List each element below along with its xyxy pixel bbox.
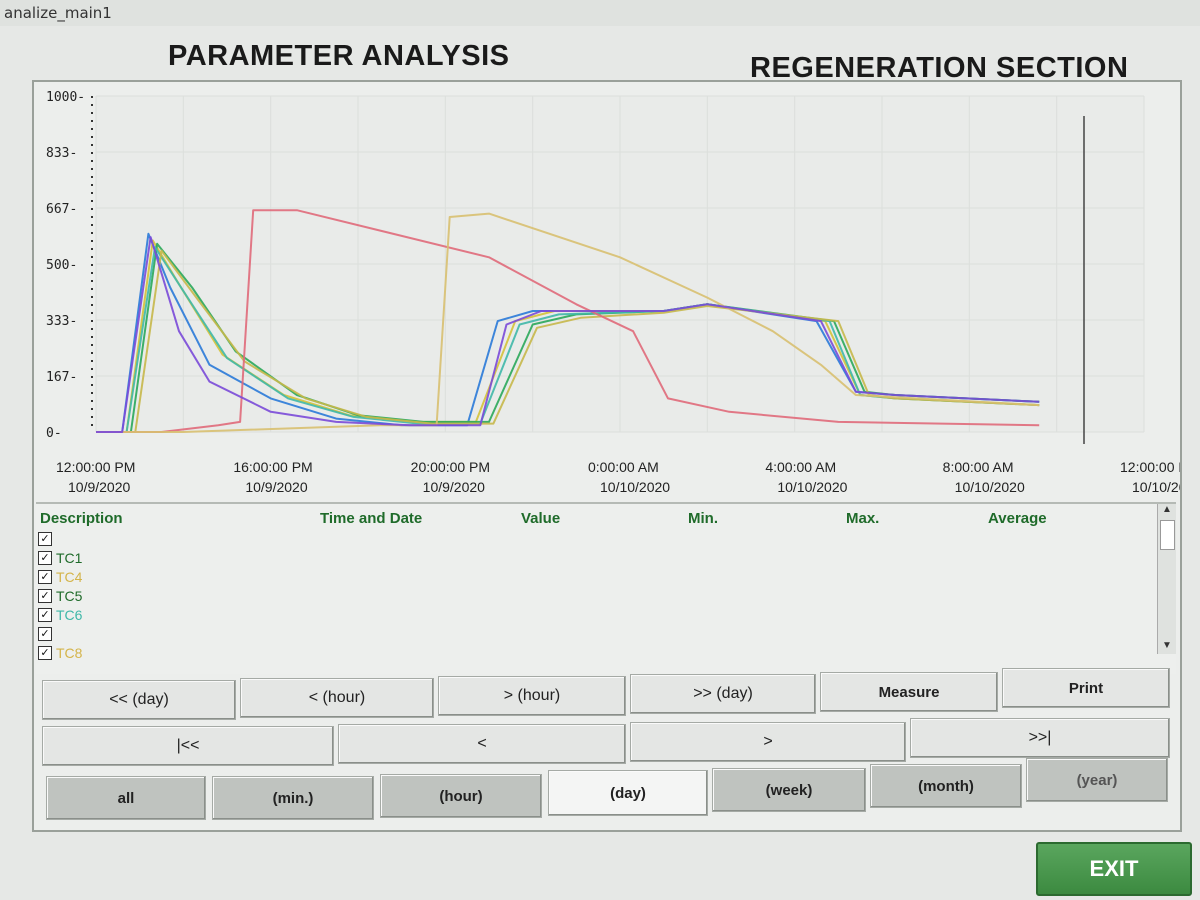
y-tick-label: 167-	[46, 370, 77, 385]
next-day-button[interactable]: >> (day)	[630, 674, 816, 714]
scroll-up-arrow-icon[interactable]: ▲	[1162, 504, 1172, 515]
prev-hour-button[interactable]: < (hour)	[240, 678, 434, 718]
x-tick-time: 16:00:00 PM	[233, 459, 312, 475]
series-line	[96, 209, 1040, 433]
col-header-description: Description	[40, 510, 123, 527]
x-tick-time: 20:00:00 PM	[411, 459, 490, 475]
table-row[interactable]: ✓	[38, 530, 56, 548]
col-header-min: Min.	[688, 510, 718, 527]
values-table: Description Time and Date Value Min. Max…	[36, 502, 1176, 674]
prev-button[interactable]: <	[338, 724, 626, 764]
x-tick-time: 0:00:00 AM	[588, 459, 659, 475]
table-scrollbar[interactable]: ▲ ▼	[1157, 504, 1176, 654]
table-row[interactable]: ✓ TC6	[38, 606, 82, 624]
col-header-max: Max.	[846, 510, 880, 527]
x-tick-date: 10/10/2020	[955, 479, 1025, 495]
table-row[interactable]: ✓ TC4	[38, 568, 82, 586]
col-header-value: Value	[521, 510, 561, 527]
y-tick-label: 1000-	[46, 90, 85, 105]
x-tick-time: 8:00:00 AM	[943, 459, 1014, 475]
measure-button[interactable]: Measure	[820, 672, 998, 712]
y-tick-label: 0-	[46, 426, 62, 441]
row-label: TC8	[56, 645, 83, 661]
y-tick-label: 500-	[46, 258, 77, 273]
x-tick-time: 4:00:00 AM	[765, 459, 836, 475]
row-checkbox[interactable]: ✓	[38, 627, 52, 641]
row-checkbox[interactable]: ✓	[38, 608, 52, 622]
x-tick-date: 10/10/2020	[1132, 479, 1180, 495]
x-tick-time: 12:00:00 PM	[1120, 459, 1180, 475]
exit-button[interactable]: EXIT	[1036, 842, 1192, 896]
table-row[interactable]: ✓ TC1	[38, 549, 82, 567]
last-button[interactable]: >>|	[910, 718, 1170, 758]
trend-chart-svg: 1000- 833- 667- 500- 333- 167- 0- 12:00:00 PM 10…	[46, 90, 1180, 495]
trend-chart: 1000- 833- 667- 500- 333- 167- 0- 12:00:00 PM 10…	[34, 82, 1180, 502]
range-year-button[interactable]: (year)	[1026, 758, 1168, 802]
page-title: PARAMETER ANALYSIS	[168, 40, 510, 72]
row-checkbox[interactable]: ✓	[38, 551, 52, 565]
row-checkbox[interactable]: ✓	[38, 570, 52, 584]
print-button[interactable]: Print	[1002, 668, 1170, 708]
x-tick-date: 10/9/2020	[68, 479, 130, 495]
range-hour-button[interactable]: (hour)	[380, 774, 542, 818]
row-checkbox[interactable]: ✓	[38, 589, 52, 603]
row-label: TC4	[56, 569, 83, 585]
range-month-button[interactable]: (month)	[870, 764, 1022, 808]
range-min-button[interactable]: (min.)	[212, 776, 374, 820]
series-line	[96, 212, 1040, 433]
range-week-button[interactable]: (week)	[712, 768, 866, 812]
window-title: analize_main1	[0, 0, 1200, 26]
col-header-average: Average	[988, 510, 1047, 527]
scroll-down-arrow-icon[interactable]: ▼	[1162, 640, 1172, 651]
series-line	[96, 242, 1040, 433]
x-tick-date: 10/9/2020	[423, 479, 485, 495]
prev-day-button[interactable]: << (day)	[42, 680, 236, 720]
range-all-button[interactable]: all	[46, 776, 206, 820]
row-label: TC5	[56, 588, 83, 604]
series-line	[96, 249, 1040, 433]
x-tick-date: 10/9/2020	[245, 479, 307, 495]
row-checkbox[interactable]: ✓	[38, 646, 52, 660]
next-button[interactable]: >	[630, 722, 906, 762]
next-hour-button[interactable]: > (hour)	[438, 676, 626, 716]
table-row[interactable]: ✓ TC5	[38, 587, 82, 605]
first-button[interactable]: |<<	[42, 726, 334, 766]
y-tick-label: 833-	[46, 146, 77, 161]
table-row[interactable]: ✓ TC8	[38, 644, 82, 662]
col-header-time-and-date: Time and Date	[320, 510, 423, 527]
series-line	[96, 236, 1040, 433]
section-title: REGENERATION SECTION	[750, 52, 1129, 84]
table-row[interactable]: ✓	[38, 625, 56, 643]
y-tick-label: 333-	[46, 314, 77, 329]
row-label: TC6	[56, 607, 83, 623]
x-tick-date: 10/10/2020	[600, 479, 670, 495]
row-label: TC1	[56, 550, 83, 566]
x-tick-date: 10/10/2020	[777, 479, 847, 495]
y-tick-label: 667-	[46, 202, 77, 217]
scroll-thumb[interactable]	[1160, 520, 1175, 550]
x-tick-time: 12:00:00 PM	[56, 459, 135, 475]
row-checkbox[interactable]: ✓	[38, 532, 52, 546]
range-day-button[interactable]: (day)	[548, 770, 708, 816]
